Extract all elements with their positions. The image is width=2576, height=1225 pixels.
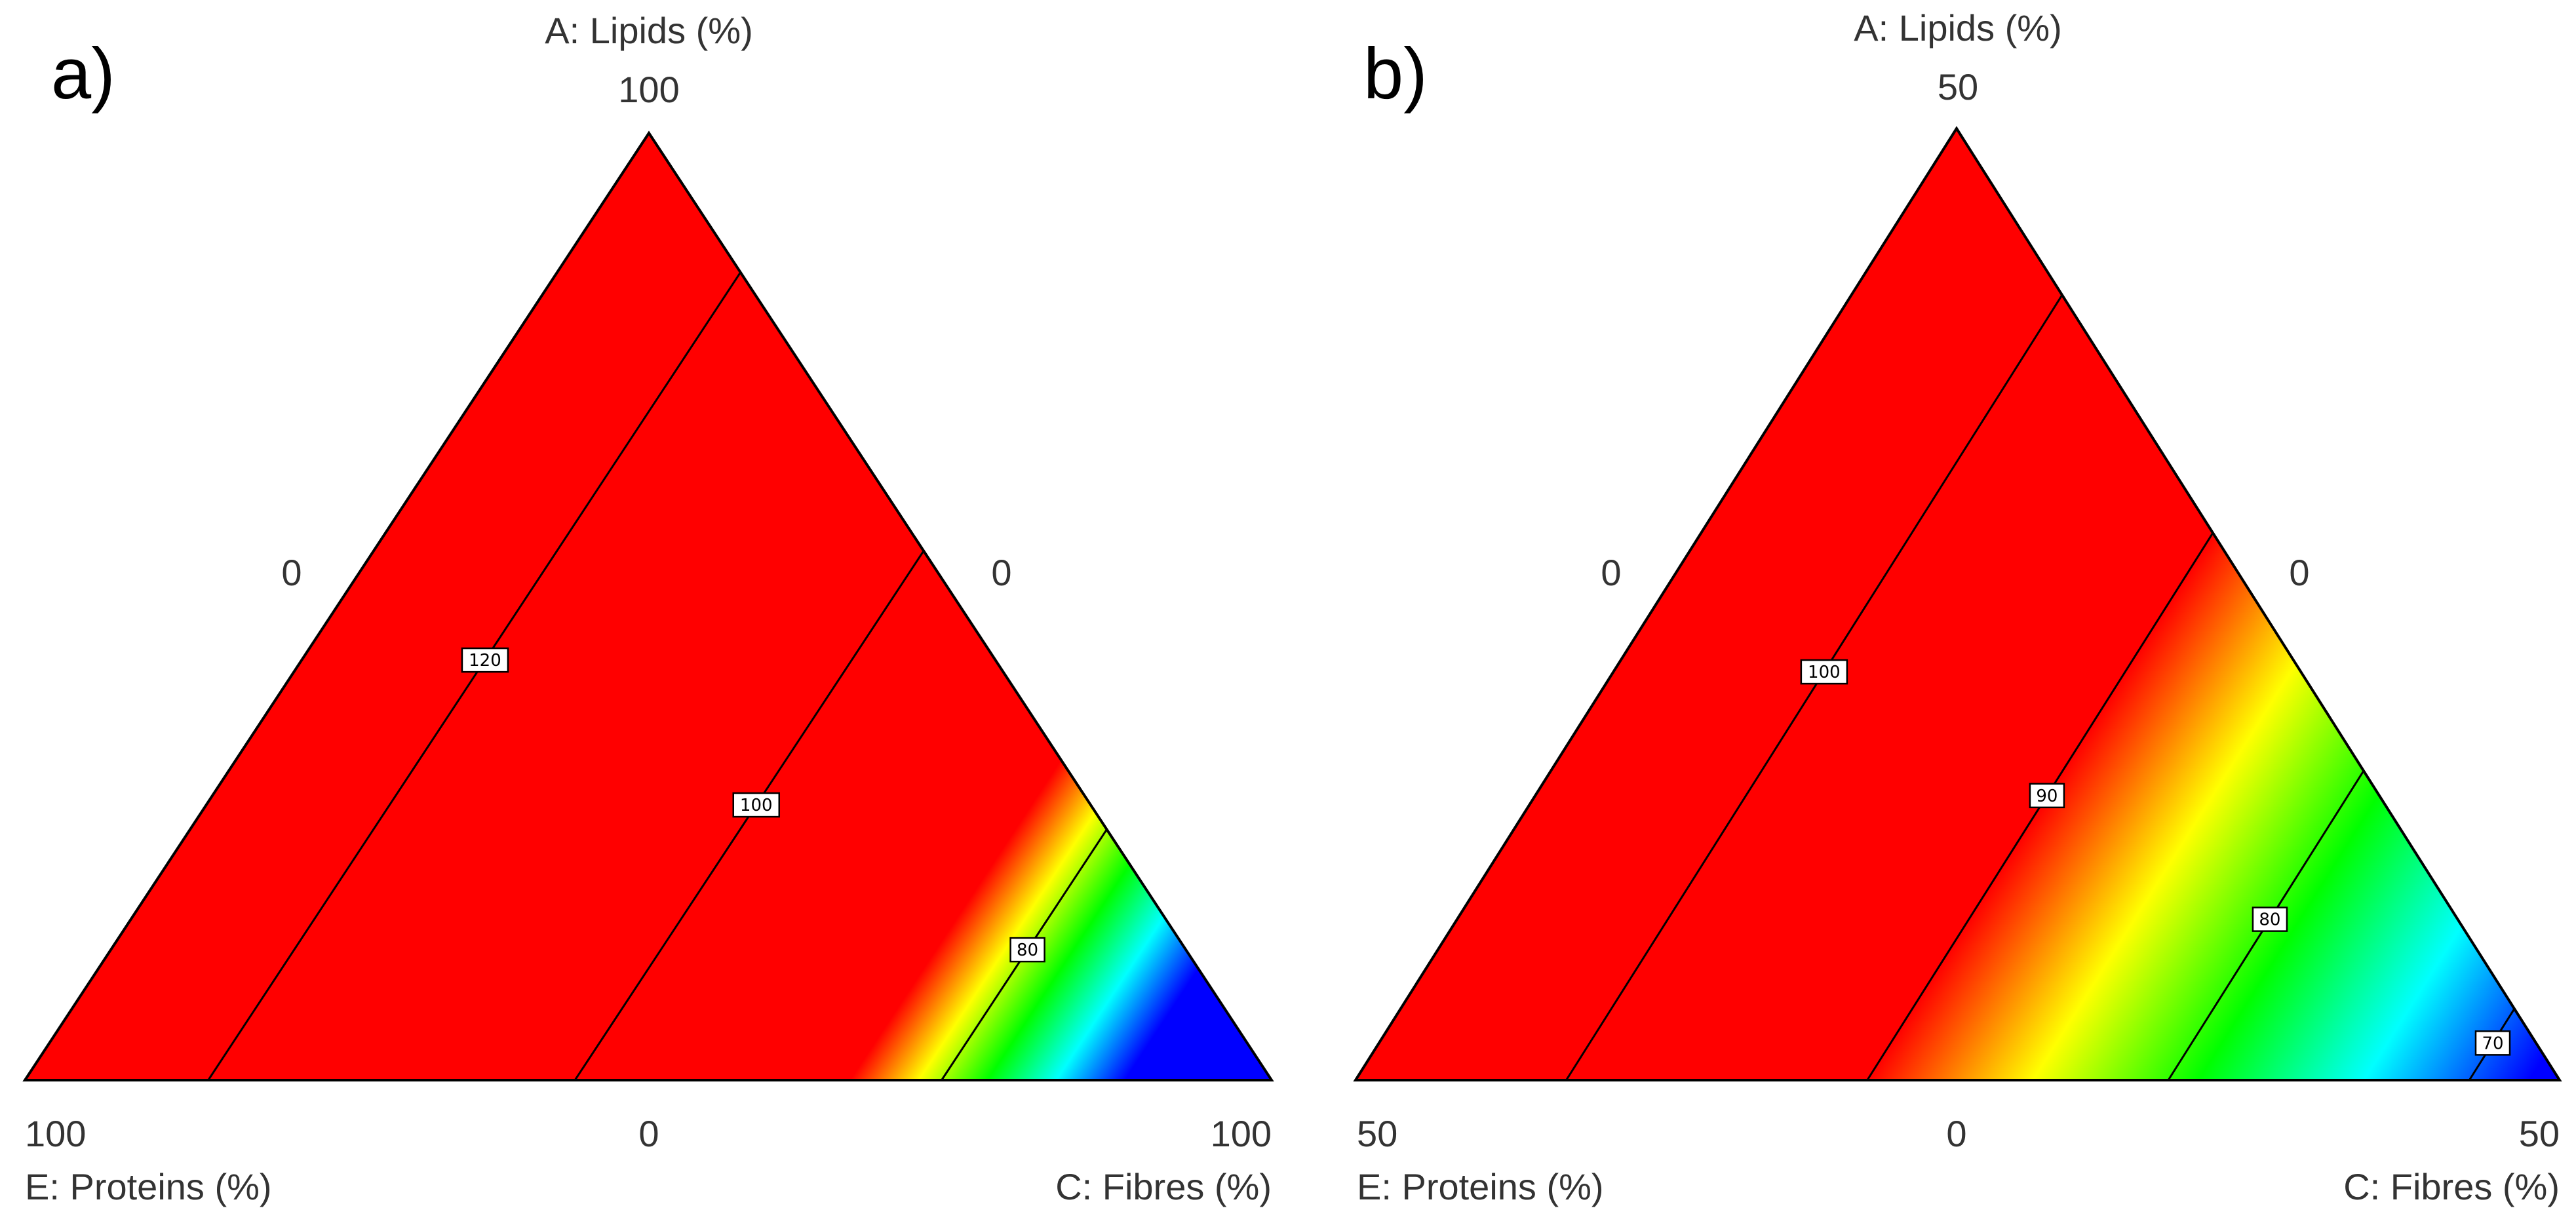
svg-text:80: 80 bbox=[1017, 941, 1038, 960]
contour-label-b-100: 100 bbox=[1800, 659, 1848, 685]
svg-text:120: 120 bbox=[469, 651, 501, 671]
svg-text:80: 80 bbox=[2259, 910, 2280, 930]
panel-a-right-edge-tick: 0 bbox=[991, 552, 1011, 593]
panel-b-plot: 100 90 80 70 bbox=[1353, 126, 2562, 1081]
panel-a: a) A: Lipids (%) 100 0 0 0 100 100 E: Pr… bbox=[22, 10, 1274, 1207]
panel-b-label: b) bbox=[1363, 33, 1428, 114]
ternary-fill-a bbox=[25, 133, 1272, 1080]
contour-label-b-80: 80 bbox=[2252, 906, 2288, 932]
panel-b: b) A: Lipids (%) 50 0 0 0 50 50 E: Prote… bbox=[1353, 7, 2562, 1207]
panel-a-bottom-edge-tick: 0 bbox=[638, 1113, 659, 1154]
panel-b-left-edge-tick: 0 bbox=[1601, 552, 1621, 593]
svg-text:100: 100 bbox=[740, 796, 773, 815]
ternary-outline-b bbox=[1353, 126, 2562, 1081]
panel-a-plot: 120 100 80 bbox=[22, 130, 1274, 1081]
panel-a-right-corner-tick: 100 bbox=[1211, 1113, 1272, 1154]
ternary-fill-b bbox=[1356, 128, 2560, 1080]
contour-line-a-120 bbox=[207, 271, 741, 1081]
panel-b-right-axis-title: C: Fibres (%) bbox=[2343, 1166, 2560, 1207]
contour-label-b-70: 70 bbox=[2474, 1030, 2511, 1056]
panel-a-left-corner-tick: 100 bbox=[25, 1113, 86, 1154]
contour-label-a-120: 120 bbox=[461, 647, 509, 673]
panel-a-left-edge-tick: 0 bbox=[281, 552, 302, 593]
panel-a-top-tick: 100 bbox=[618, 69, 679, 110]
contour-label-a-100: 100 bbox=[732, 792, 781, 818]
svg-text:100: 100 bbox=[1808, 663, 1841, 682]
ternary-outline-a bbox=[22, 130, 1274, 1081]
panel-b-top-axis-title: A: Lipids (%) bbox=[1854, 7, 2061, 49]
panel-a-right-axis-title: C: Fibres (%) bbox=[1055, 1166, 1272, 1207]
panel-b-bottom-edge-tick: 0 bbox=[1946, 1113, 1966, 1154]
panel-b-right-edge-tick: 0 bbox=[2289, 552, 2309, 593]
panel-b-right-corner-tick: 50 bbox=[2519, 1113, 2560, 1154]
contour-label-b-90: 90 bbox=[2029, 783, 2065, 809]
panel-a-top-axis-title: A: Lipids (%) bbox=[545, 10, 752, 51]
contour-line-b-100 bbox=[1565, 294, 2063, 1081]
panel-b-top-tick: 50 bbox=[1938, 66, 1978, 107]
panel-b-left-corner-tick: 50 bbox=[1357, 1113, 1397, 1154]
panel-a-label: a) bbox=[51, 33, 115, 114]
panel-b-left-axis-title: E: Proteins (%) bbox=[1357, 1166, 1604, 1207]
svg-text:70: 70 bbox=[2482, 1034, 2503, 1053]
contour-label-a-80: 80 bbox=[1009, 937, 1045, 963]
panel-a-left-axis-title: E: Proteins (%) bbox=[25, 1166, 272, 1207]
svg-text:90: 90 bbox=[2036, 787, 2058, 806]
